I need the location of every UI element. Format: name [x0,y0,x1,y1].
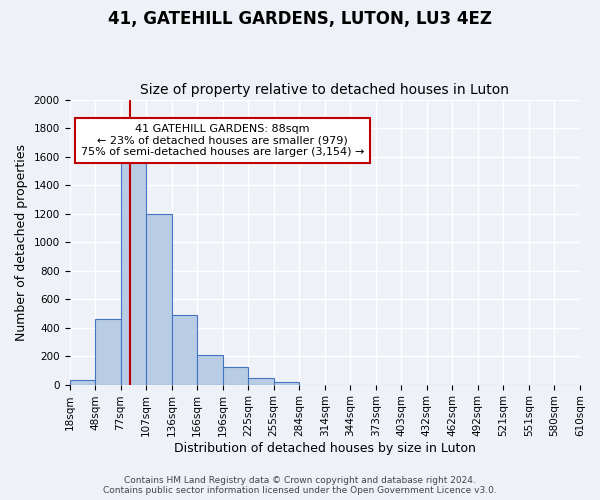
Bar [274,382,299,384]
Y-axis label: Number of detached properties: Number of detached properties [15,144,28,340]
Title: Size of property relative to detached houses in Luton: Size of property relative to detached ho… [140,83,509,97]
Bar [95,319,121,384]
Bar [197,354,223,384]
Text: Contains HM Land Registry data © Crown copyright and database right 2024.
Contai: Contains HM Land Registry data © Crown c… [103,476,497,495]
Text: 41, GATEHILL GARDENS, LUTON, LU3 4EZ: 41, GATEHILL GARDENS, LUTON, LU3 4EZ [108,10,492,28]
X-axis label: Distribution of detached houses by size in Luton: Distribution of detached houses by size … [174,442,476,455]
Bar [146,214,172,384]
Bar [248,378,274,384]
Bar [223,368,248,384]
Bar [121,156,146,384]
Text: 41 GATEHILL GARDENS: 88sqm
← 23% of detached houses are smaller (979)
75% of sem: 41 GATEHILL GARDENS: 88sqm ← 23% of deta… [81,124,364,157]
Bar [70,380,95,384]
Bar [172,315,197,384]
